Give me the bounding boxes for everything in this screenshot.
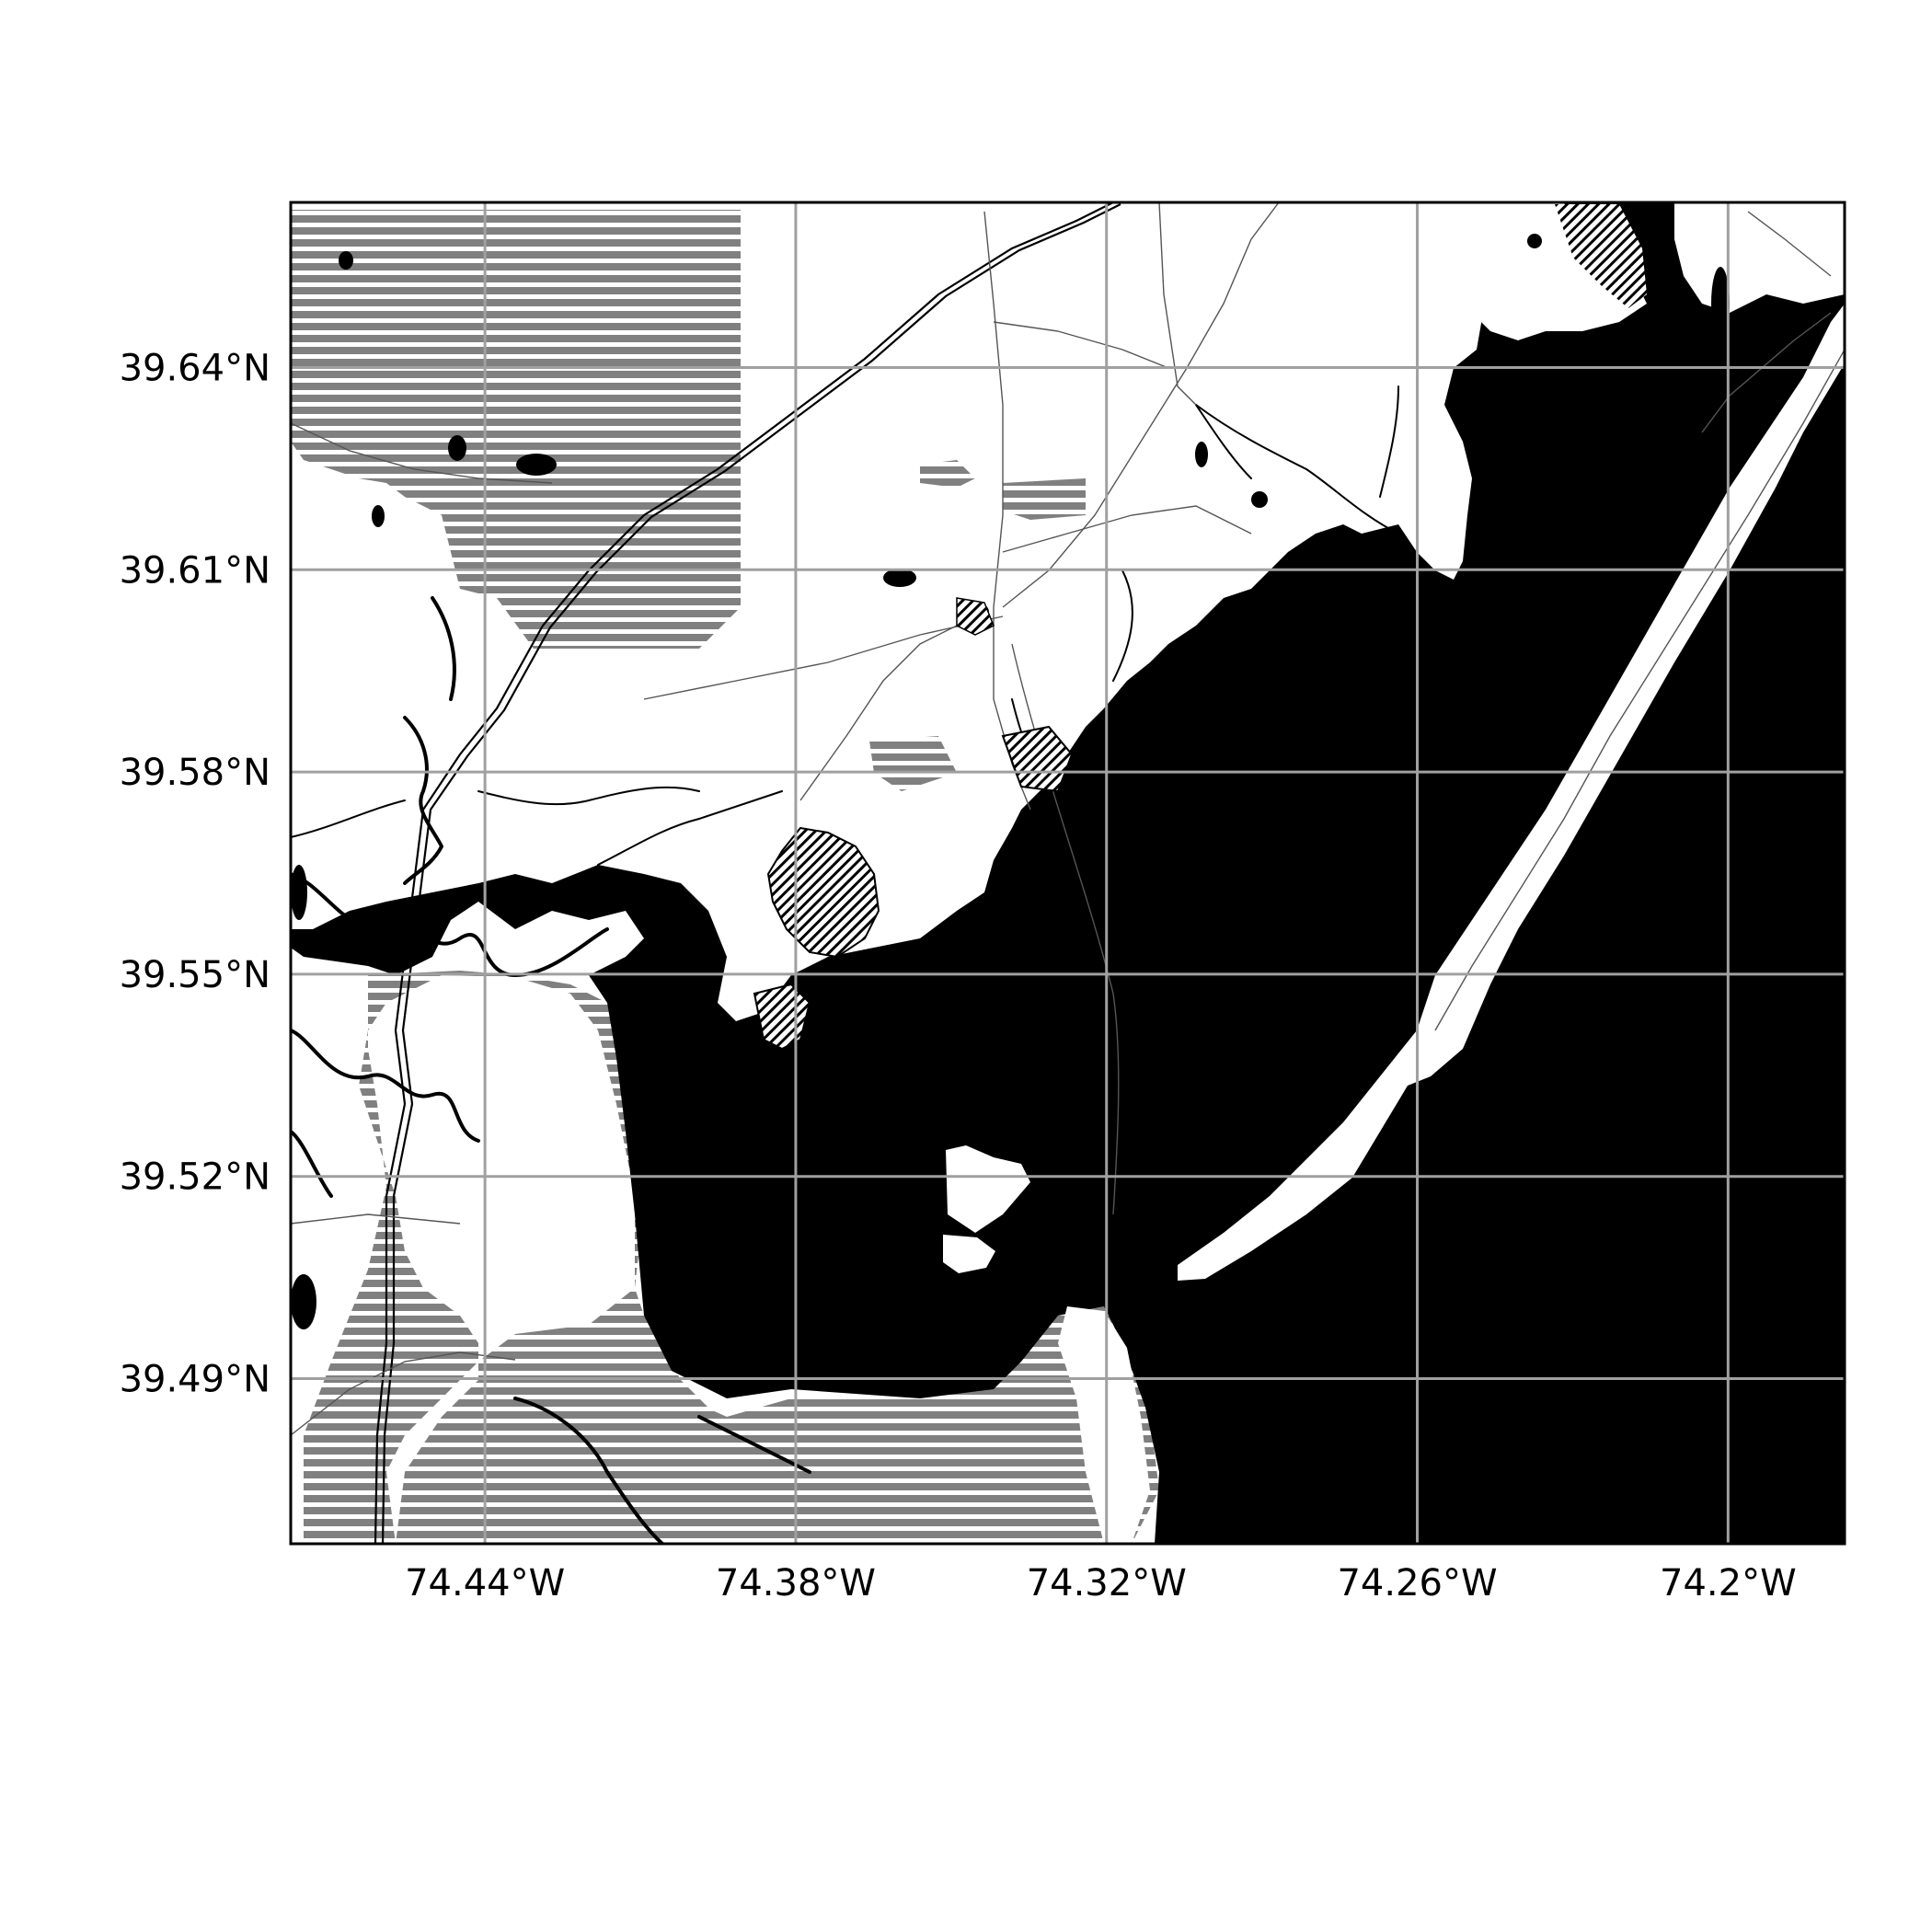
rivers — [291, 385, 1399, 1544]
map-frame — [289, 201, 1846, 1546]
bay-island-3 — [1058, 1306, 1150, 1544]
bay-island-1 — [946, 1145, 1030, 1233]
longitude-tick-label: 74.26°W — [1337, 1562, 1497, 1604]
latitude-tick-label: 39.55°N — [120, 954, 270, 996]
northeast-land — [1463, 202, 1647, 340]
northeast-point — [1674, 202, 1845, 313]
bay-water — [291, 202, 1845, 1544]
longitude-tick-label: 74.38°W — [716, 1562, 876, 1604]
longitude-tick-label: 74.2°W — [1660, 1562, 1797, 1604]
wetland-area-southwest — [304, 971, 828, 1544]
northeast-marina — [1555, 204, 1647, 308]
latitude-tick-label: 39.49°N — [120, 1358, 270, 1400]
longitude-tick-label: 74.44°W — [405, 1562, 565, 1604]
bay-island-2 — [943, 1235, 995, 1273]
map-plot-area — [291, 202, 1845, 1544]
longitude-tick-label: 74.32°W — [1027, 1562, 1187, 1604]
latitude-tick-labels: 39.64°N 39.61°N 39.58°N 39.55°N 39.52°N 39.49… — [120, 348, 270, 1401]
latitude-tick-label: 39.52°N — [120, 1156, 270, 1199]
latitude-tick-label: 39.58°N — [120, 752, 270, 794]
development-4 — [956, 597, 995, 636]
north-patch-1 — [920, 460, 975, 488]
latitude-tick-label: 39.61°N — [120, 549, 270, 592]
longitude-tick-labels: 74.44°W 74.38°W 74.32°W 74.26°W 74.2°W — [405, 1562, 1797, 1604]
graticule — [291, 202, 1845, 1544]
north-patch-2 — [1003, 478, 1086, 520]
north-patch-3 — [869, 736, 957, 791]
latitude-tick-label: 39.64°N — [120, 348, 270, 390]
wetland-area-south — [497, 1306, 1159, 1544]
development-2 — [753, 983, 811, 1051]
